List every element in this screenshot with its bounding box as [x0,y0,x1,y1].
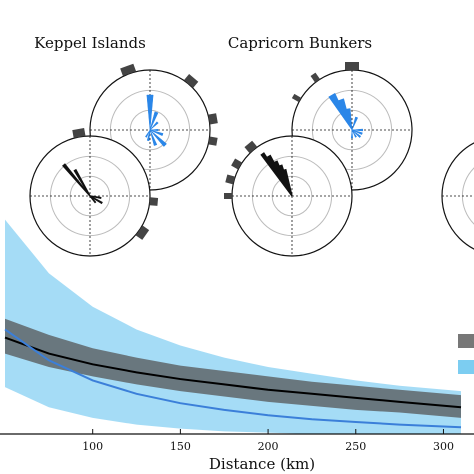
rose-outer-bar [231,158,243,170]
series-line [4,336,462,409]
rose-outer-bar [345,62,359,70]
rose-plot [224,135,353,257]
rose-petal [149,128,159,132]
rose-petal [149,129,158,146]
rose-outer-bar [72,127,86,138]
x-tick-label: 150 [170,440,191,453]
rose-outer-bar [208,113,218,125]
rose-petal [146,129,151,142]
rose-petal [149,129,167,147]
rose-petal [351,116,359,131]
rose-outer-bar [183,74,199,88]
rose-outer-bar [120,63,137,77]
distance-chart: 100 150 200 250 300 [0,219,474,453]
x-tick-label: 250 [345,440,366,453]
x-tick-label: 100 [82,440,103,453]
rose-petal [89,195,103,205]
rose-outer-bar [224,193,232,199]
rose-petal [149,111,159,131]
rose-outer-bar [135,225,150,240]
x-axis-label: Distance (km) [209,455,315,473]
series-line [4,328,462,429]
rose-petal [89,195,97,204]
panel-title-keppel: Keppel Islands [34,34,146,52]
rose-petal [149,129,164,137]
x-tick-label: 300 [433,440,454,453]
rose-petal [73,168,91,197]
rose-petal [146,94,154,131]
panel-title-capricorn: Capricorn Bunkers [228,34,372,52]
rose-outer-bar [149,197,159,206]
rose-petal [149,121,159,131]
rose-outer-bar [291,93,302,103]
rose-diagrams [29,62,474,257]
rose-petal [62,163,91,197]
rose-outer-bar [244,140,258,154]
legend [458,334,474,374]
rose-outer-bar [310,72,321,83]
plot-area [4,219,462,434]
rose-petal [351,128,364,132]
x-tick-label: 200 [258,440,279,453]
rose-petal [89,195,102,200]
confidence-band [5,318,461,418]
rose-plot [441,142,474,250]
rose-petal [350,129,354,139]
rose-petal [351,129,362,139]
rose-petal [351,129,358,138]
rose-petal [144,129,151,138]
rose-outer-bar [225,174,236,185]
legend-swatch-blue [458,360,474,374]
rose-petal [283,168,293,197]
legend-swatch-dark [458,334,474,348]
rose-petal [351,129,363,135]
rose-plot [29,127,159,257]
rose-outer-bar [208,136,218,146]
rose-petal [346,108,353,131]
